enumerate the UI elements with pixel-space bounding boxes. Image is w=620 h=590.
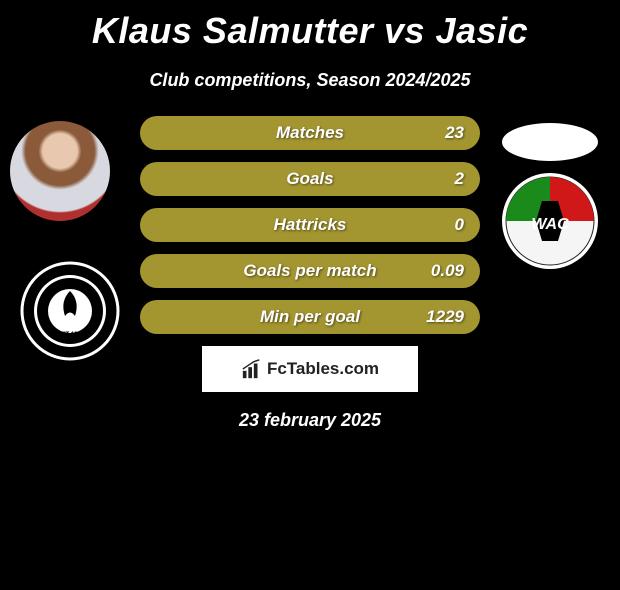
stat-row-goals-per-match: Goals per match 0.09 xyxy=(140,254,480,288)
club-left-badge-icon: SEIT 1909 xyxy=(20,261,120,361)
stat-label: Matches xyxy=(276,123,344,143)
stat-label: Goals xyxy=(286,169,333,189)
comparison-panel: SEIT 1909 WAC Matches 23 Goals 2 Hattric… xyxy=(0,116,620,431)
stat-value: 0 xyxy=(455,215,464,235)
svg-text:WAC: WAC xyxy=(531,216,569,233)
brand-text: FcTables.com xyxy=(267,359,379,379)
stat-label: Hattricks xyxy=(274,215,347,235)
stat-row-hattricks: Hattricks 0 xyxy=(140,208,480,242)
player-right-avatar xyxy=(502,123,598,161)
stat-row-min-per-goal: Min per goal 1229 xyxy=(140,300,480,334)
player-left-avatar xyxy=(10,121,110,221)
page-subtitle: Club competitions, Season 2024/2025 xyxy=(0,70,620,91)
stats-list: Matches 23 Goals 2 Hattricks 0 Goals per… xyxy=(140,116,480,334)
stat-value: 1229 xyxy=(426,307,464,327)
bars-chart-icon xyxy=(241,358,263,380)
stat-row-matches: Matches 23 xyxy=(140,116,480,150)
footer-date: 23 february 2025 xyxy=(0,410,620,431)
svg-text:SEIT 1909: SEIT 1909 xyxy=(56,332,85,338)
stat-label: Goals per match xyxy=(243,261,376,281)
page-title: Klaus Salmutter vs Jasic xyxy=(0,10,620,52)
club-right-badge-icon: WAC xyxy=(500,171,600,271)
stat-label: Min per goal xyxy=(260,307,360,327)
stat-value: 2 xyxy=(455,169,464,189)
brand-box: FcTables.com xyxy=(202,346,418,392)
stat-value: 23 xyxy=(445,123,464,143)
stat-value: 0.09 xyxy=(431,261,464,281)
stat-row-goals: Goals 2 xyxy=(140,162,480,196)
